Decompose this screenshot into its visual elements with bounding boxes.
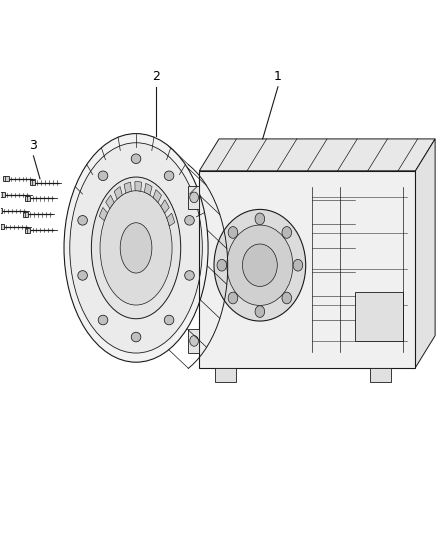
- FancyBboxPatch shape: [188, 185, 199, 209]
- Ellipse shape: [70, 143, 202, 353]
- Bar: [25, 196, 30, 201]
- Polygon shape: [145, 183, 152, 195]
- Ellipse shape: [185, 271, 194, 280]
- Polygon shape: [167, 213, 175, 226]
- Circle shape: [190, 192, 198, 203]
- Ellipse shape: [98, 171, 108, 181]
- Circle shape: [228, 227, 238, 238]
- Ellipse shape: [78, 271, 88, 280]
- Ellipse shape: [64, 134, 208, 362]
- Polygon shape: [114, 187, 122, 199]
- Text: 3: 3: [29, 139, 37, 152]
- Circle shape: [227, 225, 293, 305]
- Ellipse shape: [164, 171, 174, 181]
- Bar: [199, 171, 416, 368]
- Ellipse shape: [120, 223, 152, 273]
- Bar: [0, 224, 4, 229]
- Polygon shape: [199, 139, 435, 171]
- Circle shape: [243, 244, 277, 286]
- Bar: [355, 292, 403, 341]
- Bar: [25, 228, 30, 233]
- Ellipse shape: [98, 315, 108, 325]
- Circle shape: [217, 260, 226, 271]
- Polygon shape: [124, 182, 131, 193]
- Ellipse shape: [131, 332, 141, 342]
- Circle shape: [282, 227, 292, 238]
- Bar: [0, 208, 2, 213]
- Text: 1: 1: [274, 70, 282, 83]
- FancyBboxPatch shape: [188, 329, 199, 353]
- Ellipse shape: [100, 191, 172, 305]
- Circle shape: [282, 292, 292, 304]
- FancyBboxPatch shape: [370, 368, 392, 382]
- Ellipse shape: [131, 154, 141, 164]
- Bar: [0, 192, 5, 197]
- Ellipse shape: [92, 177, 181, 319]
- Circle shape: [293, 260, 303, 271]
- Circle shape: [228, 292, 238, 304]
- Circle shape: [214, 209, 306, 321]
- Polygon shape: [99, 207, 107, 221]
- Circle shape: [190, 336, 198, 346]
- Polygon shape: [153, 190, 162, 203]
- Bar: [22, 212, 28, 217]
- Circle shape: [255, 213, 265, 225]
- Ellipse shape: [185, 215, 194, 225]
- Polygon shape: [416, 139, 435, 368]
- Text: 2: 2: [152, 70, 159, 83]
- Polygon shape: [135, 182, 141, 191]
- Circle shape: [255, 306, 265, 318]
- Bar: [199, 171, 416, 368]
- Bar: [29, 180, 35, 185]
- FancyBboxPatch shape: [215, 368, 237, 382]
- Ellipse shape: [164, 315, 174, 325]
- Ellipse shape: [78, 215, 88, 225]
- Polygon shape: [106, 195, 114, 208]
- Polygon shape: [161, 200, 169, 213]
- Bar: [4, 176, 9, 181]
